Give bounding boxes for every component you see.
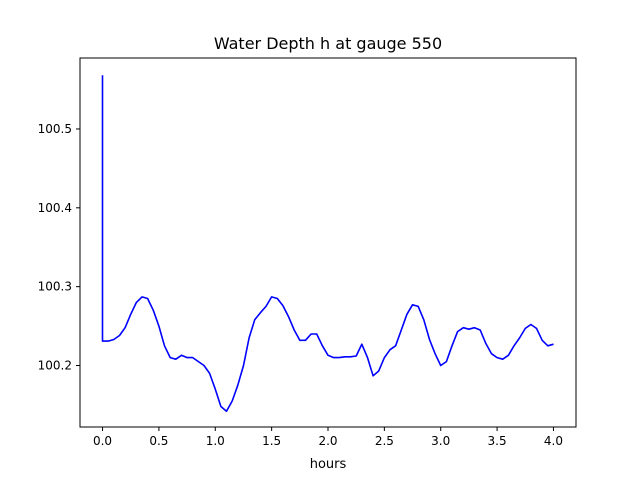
y-tick-label: 100.3 xyxy=(38,280,72,294)
x-tick-label: 3.5 xyxy=(488,434,507,448)
x-tick-label: 4.0 xyxy=(544,434,563,448)
x-tick-label: 3.0 xyxy=(431,434,450,448)
x-axis-ticks: 0.0 0.5 1.0 1.5 2.0 2.5 3.0 3.5 4.0 xyxy=(93,427,563,448)
x-axis-label: hours xyxy=(310,457,347,472)
y-tick-label: 100.5 xyxy=(38,122,72,136)
x-tick-label: 0.0 xyxy=(93,434,112,448)
x-tick-label: 1.5 xyxy=(262,434,281,448)
x-tick-label: 2.0 xyxy=(318,434,337,448)
x-tick-label: 1.0 xyxy=(206,434,225,448)
x-tick-label: 0.5 xyxy=(149,434,168,448)
series-line-1 xyxy=(101,75,554,413)
x-tick-label: 2.5 xyxy=(375,434,394,448)
y-tick-label: 100.4 xyxy=(38,201,72,215)
chart-title: Water Depth h at gauge 550 xyxy=(214,34,442,53)
y-tick-label: 100.2 xyxy=(38,359,72,373)
y-axis-ticks: 100.2 100.3 100.4 100.5 xyxy=(38,122,80,373)
